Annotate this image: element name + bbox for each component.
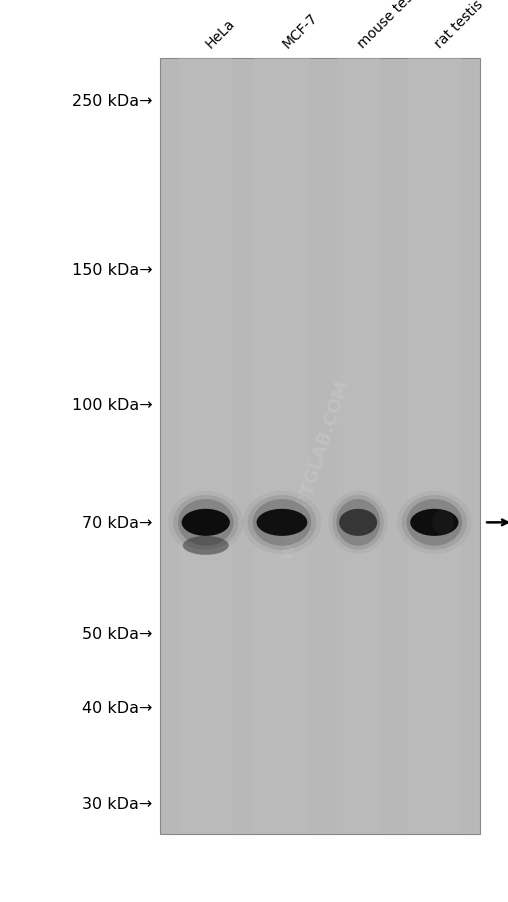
Text: MCF-7: MCF-7 [279,11,320,51]
Ellipse shape [247,495,316,550]
Text: 100 kDa→: 100 kDa→ [72,397,152,412]
Ellipse shape [406,500,462,546]
Text: HeLa: HeLa [203,16,238,51]
Ellipse shape [410,510,458,537]
Ellipse shape [257,510,307,537]
Text: 50 kDa→: 50 kDa→ [82,627,152,641]
Text: 70 kDa→: 70 kDa→ [82,515,152,530]
Text: 30 kDa→: 30 kDa→ [82,796,152,811]
Ellipse shape [336,500,380,546]
Text: mouse testis: mouse testis [356,0,428,51]
Bar [179,59,233,834]
Ellipse shape [253,500,311,546]
Ellipse shape [182,510,230,537]
Ellipse shape [168,492,243,554]
Ellipse shape [329,492,388,554]
Ellipse shape [397,492,472,554]
Ellipse shape [402,495,467,550]
Bar [254,59,310,834]
Ellipse shape [173,495,238,550]
Text: www.PTGLAB.COM: www.PTGLAB.COM [277,377,353,561]
Ellipse shape [332,495,384,550]
Ellipse shape [432,511,454,535]
Bar [407,59,461,834]
Bar [336,59,380,834]
Ellipse shape [183,537,229,556]
Text: 150 kDa→: 150 kDa→ [72,263,152,278]
Text: 40 kDa→: 40 kDa→ [82,701,152,715]
Bar [160,59,480,834]
Text: rat testis: rat testis [432,0,486,51]
Ellipse shape [178,500,234,546]
Ellipse shape [339,510,377,537]
Text: 250 kDa→: 250 kDa→ [72,94,152,109]
Ellipse shape [242,492,321,554]
